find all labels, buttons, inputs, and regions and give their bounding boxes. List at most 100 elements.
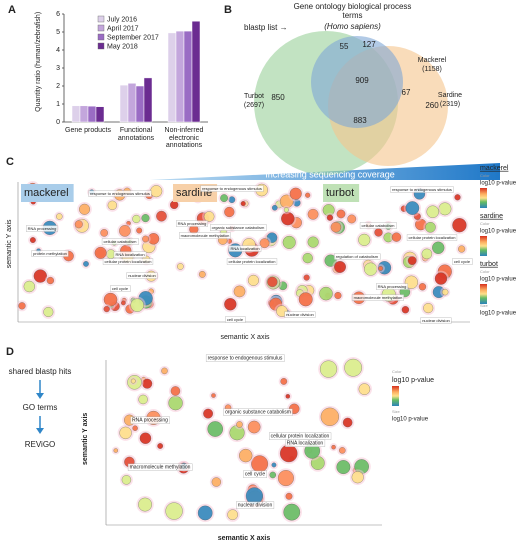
bubble bbox=[23, 280, 35, 293]
bubble bbox=[100, 229, 108, 237]
bubble bbox=[285, 394, 291, 399]
term-label: RNA localization bbox=[230, 246, 259, 251]
bubble bbox=[197, 505, 213, 521]
bubble bbox=[358, 233, 371, 246]
bubble bbox=[319, 286, 333, 301]
bar bbox=[167, 32, 177, 123]
label-box bbox=[113, 251, 147, 258]
bubble bbox=[283, 503, 301, 521]
bubble bbox=[282, 235, 296, 249]
bubble bbox=[271, 205, 278, 211]
bubble bbox=[267, 276, 278, 288]
y-axis-label: Quantity ratio (human/zebrafish) bbox=[35, 11, 43, 112]
axis-label: semantic X axis bbox=[220, 334, 270, 341]
panel-label: B bbox=[224, 4, 232, 16]
bubble bbox=[207, 421, 223, 437]
bubble bbox=[336, 460, 351, 474]
color-scale bbox=[480, 188, 487, 208]
subplot-title: turbot bbox=[326, 187, 354, 199]
bubble bbox=[233, 285, 246, 298]
bubble bbox=[142, 378, 153, 389]
bubble bbox=[130, 298, 144, 312]
bubble bbox=[121, 300, 126, 306]
label-box bbox=[176, 220, 208, 227]
bubble bbox=[141, 214, 150, 223]
bubble bbox=[150, 185, 163, 198]
bubble bbox=[307, 236, 319, 248]
label-box bbox=[390, 186, 454, 193]
term-label: cell cycle bbox=[227, 317, 244, 322]
term-label: RNA processing bbox=[178, 221, 207, 226]
bubble bbox=[165, 502, 183, 520]
bar bbox=[119, 84, 129, 123]
venn-count: 260 bbox=[425, 101, 439, 110]
bubble bbox=[302, 253, 313, 264]
bubble bbox=[203, 408, 213, 419]
bar bbox=[191, 20, 201, 123]
venn-count: 67 bbox=[402, 88, 411, 97]
bubble bbox=[239, 448, 253, 463]
bubble bbox=[224, 206, 235, 218]
bubble bbox=[326, 214, 334, 221]
y-tick-label: 0 bbox=[56, 119, 60, 126]
subplot-title-box bbox=[323, 184, 360, 202]
label-box bbox=[226, 258, 278, 265]
bubble bbox=[130, 378, 136, 384]
label-box bbox=[223, 408, 293, 416]
bubble bbox=[43, 307, 54, 317]
y-tick-label: 2 bbox=[56, 83, 60, 90]
axis-label: semantic Y axis bbox=[82, 412, 90, 465]
legend-swatch bbox=[97, 24, 105, 32]
legend-scale: log10 p-value bbox=[480, 229, 517, 235]
term-label: response to endogenous stimulus bbox=[202, 186, 262, 191]
term-label: cell cycle bbox=[112, 286, 129, 291]
bubble bbox=[281, 211, 295, 226]
label-box bbox=[359, 222, 397, 229]
bubble bbox=[156, 210, 167, 222]
label-box bbox=[406, 234, 458, 241]
bubble bbox=[139, 432, 152, 444]
bubble bbox=[113, 448, 118, 453]
bubble bbox=[364, 262, 378, 276]
panel-label: D bbox=[6, 346, 14, 358]
legend-size-word: Size bbox=[392, 409, 401, 414]
bubble bbox=[168, 395, 183, 411]
bubble bbox=[259, 238, 270, 249]
bubble bbox=[405, 201, 420, 215]
bubble bbox=[103, 305, 110, 313]
axis-label: semantic X axis bbox=[218, 535, 271, 542]
bubble bbox=[305, 192, 311, 198]
bubble bbox=[336, 209, 346, 219]
term-label: nuclear division bbox=[128, 273, 156, 278]
legend-color-word: Color bbox=[392, 369, 402, 374]
venn-count: 909 bbox=[355, 76, 369, 85]
bubble bbox=[441, 288, 449, 296]
bubble bbox=[351, 471, 364, 484]
bubble bbox=[79, 203, 90, 215]
color-scale bbox=[480, 236, 487, 256]
bubble bbox=[74, 220, 83, 229]
flow-arrow-head bbox=[36, 393, 44, 399]
term-label: response to endogenous stimulus bbox=[392, 187, 452, 192]
x-tick-label: Functional annotations bbox=[117, 127, 155, 142]
color-scale bbox=[392, 386, 399, 406]
label-box bbox=[236, 501, 275, 509]
bubble bbox=[285, 492, 293, 500]
bubble bbox=[452, 218, 467, 233]
panel-label: C bbox=[6, 156, 14, 168]
bubble bbox=[434, 272, 448, 285]
bubble bbox=[138, 394, 148, 405]
label-box bbox=[209, 224, 267, 231]
bubble bbox=[157, 443, 164, 449]
label-box bbox=[284, 311, 316, 318]
bubble bbox=[283, 207, 289, 213]
bubble bbox=[347, 214, 357, 224]
label-box bbox=[205, 354, 285, 362]
venn-set-size: (2319) bbox=[440, 101, 460, 108]
flow-step: shared blastp hits bbox=[9, 367, 72, 376]
legend-swatch bbox=[97, 42, 105, 50]
bubble bbox=[334, 292, 342, 300]
bubble bbox=[29, 237, 36, 243]
term-label: nuclear division bbox=[238, 502, 273, 508]
